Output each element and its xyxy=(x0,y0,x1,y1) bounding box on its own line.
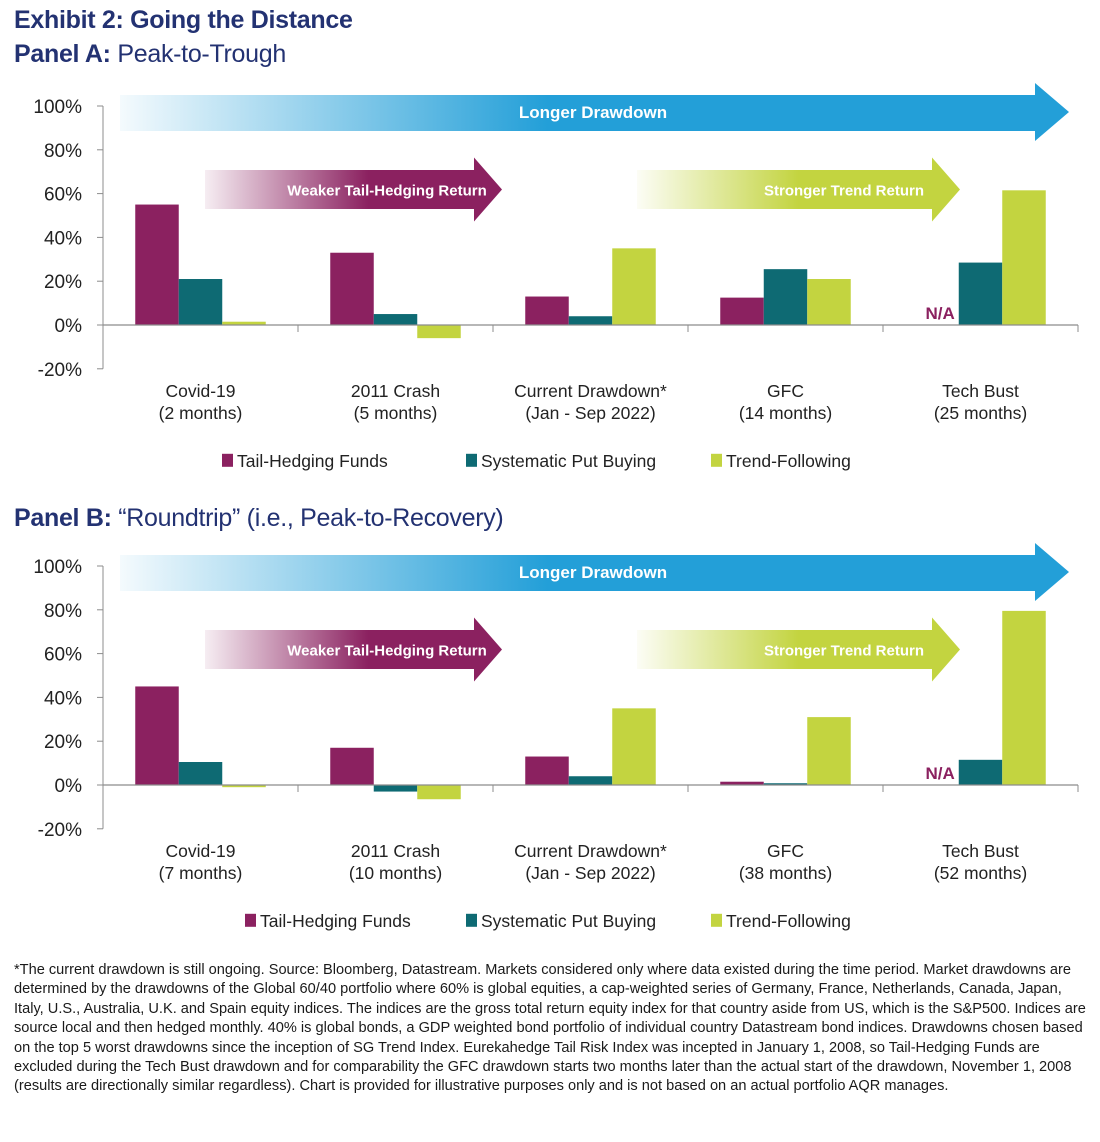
x-category-label: GFC xyxy=(767,381,804,401)
y-tick-label: 100% xyxy=(33,557,82,578)
bar-tail-hedging-funds xyxy=(525,756,569,785)
x-category-label: 2011 Crash xyxy=(351,841,440,861)
weaker-tail-hedging-arrow xyxy=(205,157,502,222)
legend-label: Trend-Following xyxy=(726,911,851,931)
legend-label: Trend-Following xyxy=(726,451,851,471)
x-category-label: Current Drawdown* xyxy=(514,381,667,401)
bar-systematic-put-buying xyxy=(178,279,223,325)
y-tick-label: 40% xyxy=(44,688,82,709)
bar-systematic-put-buying xyxy=(178,762,223,785)
legend-label: Systematic Put Buying xyxy=(481,911,656,931)
bar-trend-following xyxy=(807,717,851,785)
bar-systematic-put-buying xyxy=(763,783,808,785)
legend-label: Tail-Hedging Funds xyxy=(237,451,388,471)
x-category-label: Tech Bust xyxy=(942,381,1019,401)
bar-systematic-put-buying xyxy=(373,785,418,792)
x-category-label: 2011 Crash xyxy=(351,381,440,401)
bar-trend-following xyxy=(612,708,656,785)
longer-drawdown-label: Longer Drawdown xyxy=(519,103,667,122)
bar-tail-hedging-funds xyxy=(330,252,374,325)
x-category-label: Current Drawdown* xyxy=(514,841,667,861)
x-category-label: GFC xyxy=(767,841,804,861)
exhibit-title: Exhibit 2: Going the Distance xyxy=(14,6,353,34)
x-category-label: Covid-19 xyxy=(165,841,235,861)
stronger-trend-arrow xyxy=(637,157,960,222)
weaker-tail-hedging-label: Weaker Tail-Hedging Return xyxy=(287,643,486,660)
bar-trend-following xyxy=(1002,190,1046,325)
bar-tail-hedging-funds xyxy=(135,686,179,785)
panel-a-chart: Longer Drawdown Weaker Tail-Hedging Retur… xyxy=(33,83,1079,471)
y-tick-label: 60% xyxy=(44,645,82,666)
weaker-tail-hedging-label: Weaker Tail-Hedging Return xyxy=(287,183,486,200)
longer-drawdown-label: Longer Drawdown xyxy=(519,563,667,582)
legend-swatch xyxy=(711,453,722,467)
legend-swatch xyxy=(245,913,256,927)
x-category-label: (7 months) xyxy=(159,863,243,883)
na-label: N/A xyxy=(925,304,954,323)
longer-drawdown-arrow xyxy=(120,543,1069,601)
bar-tail-hedging-funds xyxy=(135,204,179,325)
y-tick-label: 100% xyxy=(33,97,82,118)
panel-b-label: Panel B: xyxy=(14,504,112,532)
panel-a-title: Panel A: Peak-to-Trough xyxy=(14,40,286,69)
bar-systematic-put-buying xyxy=(763,269,808,325)
legend-label: Systematic Put Buying xyxy=(481,451,656,471)
bar-trend-following xyxy=(612,248,656,325)
bar-tail-hedging-funds xyxy=(525,296,569,325)
y-tick-label: -20% xyxy=(38,820,82,841)
panel-b-subtitle: “Roundtrip” (i.e., Peak-to-Recovery) xyxy=(118,504,504,532)
x-category-label: (52 months) xyxy=(934,863,1027,883)
bar-trend-following xyxy=(222,321,266,325)
y-tick-label: 20% xyxy=(44,732,82,753)
bar-systematic-put-buying xyxy=(568,776,613,785)
stronger-trend-label: Stronger Trend Return xyxy=(764,183,924,200)
bar-systematic-put-buying xyxy=(373,314,418,325)
y-tick-label: 80% xyxy=(44,601,82,622)
footnote: *The current drawdown is still ongoing. … xyxy=(14,962,1086,1095)
legend-swatch xyxy=(466,453,477,467)
x-category-label: (14 months) xyxy=(739,403,832,423)
y-tick-label: 0% xyxy=(55,776,83,797)
y-tick-label: 80% xyxy=(44,141,82,162)
y-tick-label: 40% xyxy=(44,228,82,249)
y-tick-label: 60% xyxy=(44,185,82,206)
x-category-label: (Jan - Sep 2022) xyxy=(525,403,655,423)
x-category-label: (2 months) xyxy=(159,403,243,423)
x-category-label: Tech Bust xyxy=(942,841,1019,861)
bar-trend-following xyxy=(1002,610,1046,785)
x-category-label: (10 months) xyxy=(349,863,442,883)
stronger-trend-label: Stronger Trend Return xyxy=(764,643,924,660)
y-tick-label: -20% xyxy=(38,360,82,381)
legend-swatch xyxy=(222,453,233,467)
y-tick-label: 20% xyxy=(44,272,82,293)
weaker-tail-hedging-arrow xyxy=(205,617,502,682)
na-label: N/A xyxy=(925,764,954,783)
legend-swatch xyxy=(466,913,477,927)
bar-tail-hedging-funds xyxy=(720,297,764,325)
bar-tail-hedging-funds xyxy=(330,747,374,785)
panel-b-chart: Longer Drawdown Weaker Tail-Hedging Retur… xyxy=(33,543,1079,931)
legend-swatch xyxy=(711,913,722,927)
bar-trend-following xyxy=(222,785,266,788)
bar-systematic-put-buying xyxy=(958,759,1003,785)
bar-trend-following xyxy=(417,325,461,339)
x-category-label: (38 months) xyxy=(739,863,832,883)
bar-systematic-put-buying xyxy=(568,316,613,325)
bar-systematic-put-buying xyxy=(958,262,1003,325)
x-category-label: (25 months) xyxy=(934,403,1027,423)
x-category-label: Covid-19 xyxy=(165,381,235,401)
x-category-label: (5 months) xyxy=(354,403,438,423)
x-category-label: (Jan - Sep 2022) xyxy=(525,863,655,883)
longer-drawdown-arrow xyxy=(120,83,1069,141)
y-tick-label: 0% xyxy=(55,316,83,337)
bar-tail-hedging-funds xyxy=(720,781,764,785)
panel-b-title: Panel B: “Roundtrip” (i.e., Peak-to-Reco… xyxy=(14,504,504,533)
stronger-trend-arrow xyxy=(637,617,960,682)
bar-trend-following xyxy=(807,279,851,325)
legend-label: Tail-Hedging Funds xyxy=(260,911,411,931)
panel-a-label: Panel A: xyxy=(14,40,111,68)
panel-a-subtitle: Peak-to-Trough xyxy=(117,40,286,68)
bar-trend-following xyxy=(417,785,461,800)
